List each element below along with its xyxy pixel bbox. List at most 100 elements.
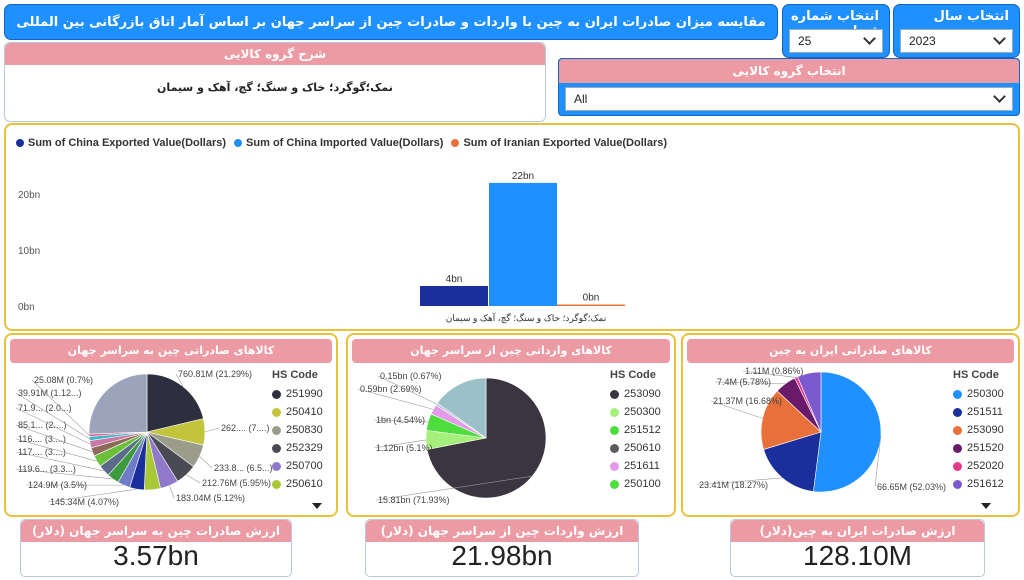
pie-legend: HS Code 253090 250300 251512 250610 2516… [610, 369, 661, 493]
pie-slice[interactable] [760, 390, 822, 450]
legend-marker [953, 443, 962, 453]
pie-leader-line [175, 373, 184, 387]
legend-item[interactable]: 252020 [953, 457, 1004, 475]
pie-leader-line [15, 424, 93, 453]
legend-scroll-down-icon[interactable] [312, 503, 322, 509]
legend-item[interactable]: 250830 [272, 421, 323, 439]
pie-leader-line [15, 438, 97, 462]
legend-item[interactable]: 253090 [953, 421, 1004, 439]
legend-label: 253090 [624, 388, 661, 400]
legend-marker [610, 461, 619, 471]
pie-leader-line [714, 381, 786, 385]
legend-label: 252329 [286, 442, 323, 454]
year-slicer-label: انتخاب سال [933, 9, 1009, 24]
pie-slice[interactable] [813, 371, 882, 493]
pie-leader-line [15, 407, 91, 445]
bar-iranian-exported[interactable] [557, 304, 625, 307]
legend-label: Sum of China Exported Value(Dollars) [28, 137, 227, 149]
legend-label: 251511 [967, 406, 1003, 418]
data-label-china-exported: 4bn [446, 274, 463, 285]
legend-item[interactable]: 251520 [953, 439, 1004, 457]
legend-label: Sum of Iranian Exported Value(Dollars) [463, 137, 668, 149]
year-dropdown-value: 2023 [909, 34, 936, 48]
pie-leader-line [15, 451, 104, 472]
pie-slice[interactable] [797, 371, 822, 433]
legend-scroll-down-icon[interactable] [981, 503, 991, 509]
pie-slice[interactable] [436, 377, 487, 439]
pie-data-label: 116.... (3....) [18, 434, 66, 444]
legend-label: 251990 [286, 388, 323, 400]
kpi-value: 21.98bn [451, 540, 553, 571]
bar-china-imported[interactable] [489, 182, 557, 306]
pie-legend: HS Code 251990 250410 250830 252329 2507… [272, 369, 323, 493]
pie-leader-line [357, 388, 434, 410]
legend-marker [610, 389, 619, 399]
pie-slice[interactable] [88, 373, 148, 435]
chapter-dropdown-value: 25 [798, 34, 812, 48]
x-category-label: نمک؛گوگرد؛ خاک و سنگ؛ گچ، آهک و سیمان [446, 312, 607, 324]
description-text: نمک؛گوگرد؛ خاک و سنگ؛ گچ، آهک و سیمان [157, 81, 393, 94]
pie-slice[interactable] [146, 373, 204, 433]
legend-label: 250100 [624, 478, 661, 490]
pie-data-label: 66.65M (52.03%) [877, 482, 946, 492]
bar-chart: 20bn 10bn 0bn 4bn 22bn 0bn نمک؛گوگرد؛ خا… [18, 171, 625, 324]
legend-item-china-imported[interactable]: Sum of China Imported Value(Dollars) [234, 137, 443, 149]
legend-item[interactable]: 250610 [610, 439, 661, 457]
legend-item[interactable]: 251612 [953, 475, 1004, 493]
chevron-down-icon [993, 90, 1006, 103]
pie-leader-line [31, 379, 90, 436]
chapter-dropdown[interactable]: 25 [789, 29, 883, 53]
legend-item[interactable]: 250300 [610, 403, 661, 421]
pie-leader-line [199, 456, 213, 469]
pie-card-china-exports: کالاهای صادراتی چین به سراسر جهان 760.81… [4, 333, 338, 517]
legend-item[interactable]: 250700 [272, 457, 323, 475]
bar-chart-card: Sum of China Exported Value(Dollars) Sum… [4, 123, 1020, 331]
legend-item-iranian-exported[interactable]: Sum of Iranian Exported Value(Dollars) [451, 137, 667, 149]
pie-card-iran-exports: کالاهای صادراتی ایران به چین 66.65M (52.… [681, 333, 1020, 517]
chevron-down-icon [993, 32, 1006, 45]
legend-label: 250700 [286, 460, 323, 472]
legend-marker [272, 443, 281, 453]
legend-item[interactable]: 251512 [610, 421, 661, 439]
legend-item[interactable]: 251511 [953, 403, 1004, 421]
legend-item[interactable]: 251611 [610, 457, 661, 475]
legend-item[interactable]: 251990 [272, 385, 323, 403]
pie-leader-line [15, 392, 90, 439]
group-dropdown[interactable]: All [565, 87, 1013, 111]
description-card: شرح گروه کالایی نمک؛گوگرد؛ خاک و سنگ؛ گچ… [4, 42, 546, 122]
chevron-down-icon [863, 32, 876, 45]
legend-item[interactable]: 252329 [272, 439, 323, 457]
group-slicer: انتخاب گروه کالایی All [558, 58, 1020, 116]
pie-data-label: 145.34M (4.07%) [50, 497, 119, 507]
legend-item-china-exported[interactable]: Sum of China Exported Value(Dollars) [16, 137, 226, 149]
pie-data-label: 1.12bn (5.1%) [376, 443, 433, 453]
legend-item[interactable]: 253090 [610, 385, 661, 403]
pie-leader-line [47, 488, 137, 503]
legend-title: HS Code [953, 369, 999, 381]
pie-data-label: 1.11M (0.86%) [745, 366, 803, 376]
legend-marker [610, 479, 619, 489]
legend-label: 250300 [624, 406, 661, 418]
pie-data-label: 212.76M (5.95%) [202, 478, 271, 488]
legend-title: HS Code [272, 369, 318, 381]
legend-item[interactable]: 250100 [610, 475, 661, 493]
pie-chart-china-imports: 15.81bn (71.93%) 1.12bn (5.1%) 1bn (4.54%)… [357, 371, 547, 505]
legend-label: 251512 [624, 424, 661, 436]
y-tick-20bn: 20bn [18, 190, 40, 201]
pie-slice[interactable] [763, 431, 822, 492]
pie-leader-line [874, 435, 882, 488]
year-dropdown[interactable]: 2023 [900, 29, 1013, 53]
legend-item[interactable]: 250410 [272, 403, 323, 421]
pie-leader-line [710, 400, 763, 419]
data-label-iranian-exported: 0bn [583, 293, 600, 304]
legend-item[interactable]: 250300 [953, 385, 1004, 403]
legend-marker [953, 425, 962, 435]
kpi-value: 128.10M [803, 540, 912, 571]
pie-leader-line [373, 439, 427, 449]
pie-legend: HS Code 250300 251511 253090 251520 2520… [953, 369, 1004, 493]
pie-data-label: 1bn (4.54%) [376, 415, 425, 425]
legend-marker [272, 461, 281, 471]
legend-item[interactable]: 250610 [272, 475, 323, 493]
bar-china-exported[interactable] [420, 286, 488, 306]
pie-leader-line [742, 370, 797, 378]
